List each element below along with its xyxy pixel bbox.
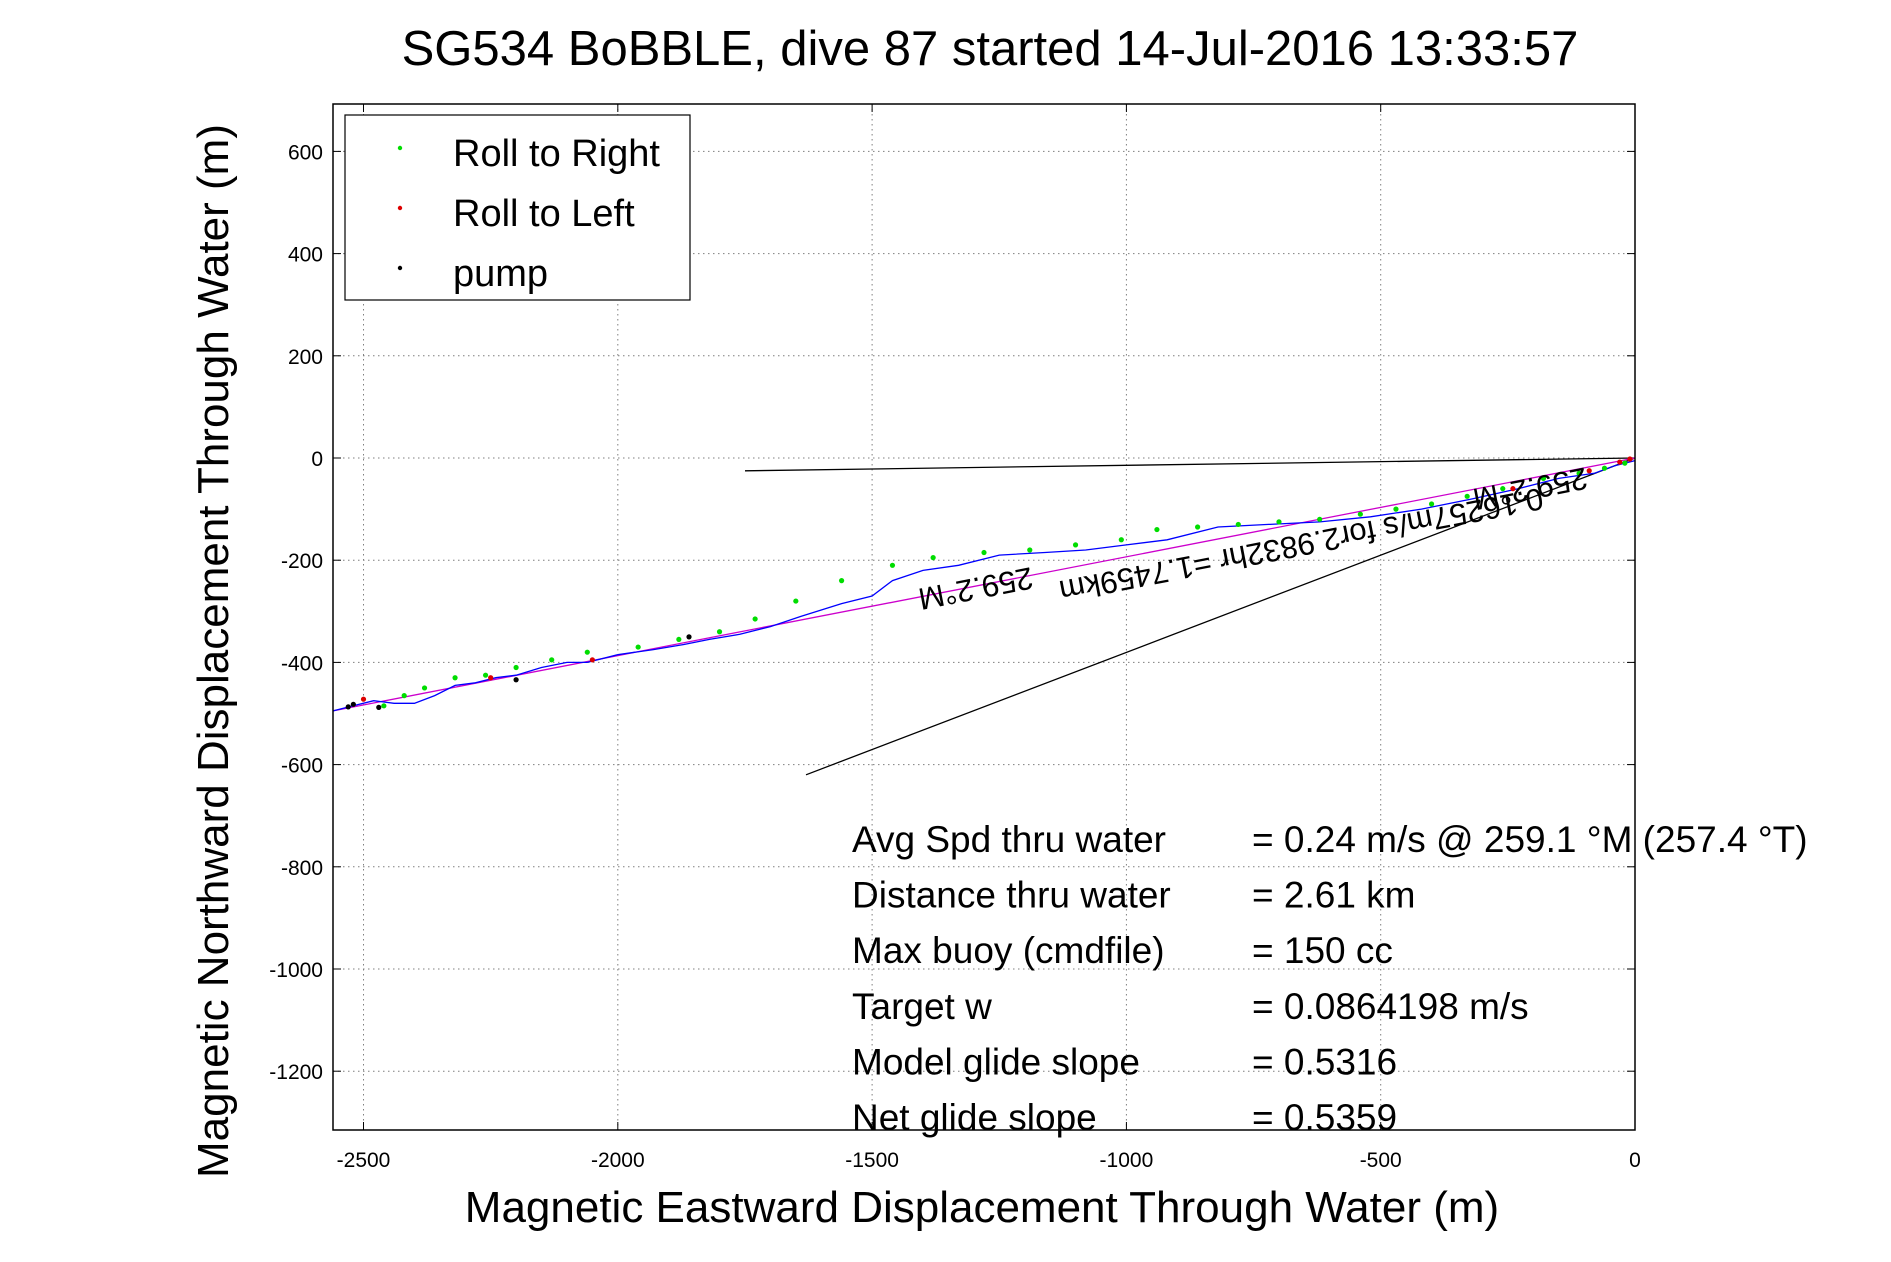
roll-left-point bbox=[488, 675, 494, 681]
roll-right-point bbox=[1500, 486, 1506, 492]
roll-right-point bbox=[1276, 519, 1282, 525]
stat-label: Model glide slope bbox=[852, 1041, 1140, 1082]
roll-right-point bbox=[1601, 465, 1608, 471]
y-tick-label: 200 bbox=[288, 346, 323, 369]
roll-right-point bbox=[1235, 521, 1241, 528]
stat-value: = 0.5359 bbox=[1252, 1097, 1397, 1138]
y-tick-label: -400 bbox=[281, 652, 323, 675]
roll-right-point bbox=[635, 644, 641, 650]
legend-marker bbox=[397, 265, 403, 271]
roll-left-point bbox=[1586, 468, 1592, 474]
roll-right-point bbox=[584, 649, 590, 655]
x-tick-label: 0 bbox=[1629, 1149, 1641, 1172]
roll-right-point bbox=[482, 672, 489, 678]
roll-right-point bbox=[381, 703, 387, 709]
legend-marker bbox=[397, 145, 403, 151]
roll-right-point bbox=[1464, 493, 1470, 499]
roll-right-point bbox=[513, 664, 519, 671]
roll-right-point bbox=[676, 636, 682, 643]
heading-line bbox=[744, 457, 1636, 472]
roll-right-point bbox=[1027, 547, 1033, 553]
legend-label: pump bbox=[453, 253, 548, 295]
y-tick-label: 600 bbox=[288, 141, 323, 164]
legend: Roll to Right Roll to Left pump bbox=[344, 114, 691, 301]
legend-box bbox=[344, 114, 691, 301]
stat-value: = 0.5316 bbox=[1252, 1041, 1397, 1082]
chart-title: SG534 BoBBLE, dive 87 started 14-Jul-201… bbox=[402, 22, 1579, 76]
stats-box: Avg Spd thru water = 0.24 m/s @ 259.1 °M … bbox=[852, 819, 1808, 1138]
stat-label: Net glide slope bbox=[852, 1097, 1097, 1138]
roll-right-point bbox=[549, 657, 555, 663]
y-tick-label: -1200 bbox=[269, 1061, 323, 1084]
pump-point bbox=[376, 704, 382, 710]
y-tick-label: -1000 bbox=[269, 959, 323, 982]
legend-label: Roll to Right bbox=[453, 133, 660, 175]
stat-label: Max buoy (cmdfile) bbox=[852, 930, 1165, 971]
roll-right-point bbox=[793, 598, 799, 604]
x-tick-label: -1000 bbox=[1100, 1149, 1154, 1172]
x-tick-label: -2500 bbox=[337, 1149, 391, 1172]
pump-point bbox=[513, 677, 519, 683]
current-line bbox=[805, 457, 1636, 776]
roll-left-point bbox=[360, 696, 367, 702]
roll-right-point bbox=[930, 555, 936, 561]
roll-right-point bbox=[1393, 506, 1399, 512]
roll-left-point bbox=[589, 657, 595, 663]
legend-marker bbox=[397, 205, 403, 211]
pump-point bbox=[345, 704, 351, 710]
grid-lines bbox=[333, 104, 1636, 1130]
data-markers bbox=[345, 456, 1633, 710]
y-axis-label: Magnetic Northward Displacement Through … bbox=[189, 124, 238, 1178]
roll-right-point bbox=[1540, 475, 1547, 482]
plot-area-frame bbox=[332, 103, 1636, 1131]
stat-value: = 150 cc bbox=[1252, 930, 1393, 971]
roll-right-point bbox=[401, 693, 407, 699]
y-tick-label: 400 bbox=[288, 244, 323, 267]
roll-right-point bbox=[981, 549, 987, 556]
roll-right-point bbox=[716, 629, 723, 635]
roll-right-point bbox=[1428, 501, 1435, 507]
x-axis-label: Magnetic Eastward Displacement Through W… bbox=[465, 1183, 1499, 1232]
legend-label: Roll to Left bbox=[453, 193, 635, 235]
glider-track-line bbox=[332, 459, 1636, 712]
y-tick-label: -600 bbox=[281, 755, 323, 778]
x-tick-label: -500 bbox=[1360, 1149, 1402, 1172]
roll-right-point bbox=[1195, 524, 1201, 530]
pump-point bbox=[350, 701, 356, 707]
stat-value: = 0.0864198 m/s bbox=[1252, 986, 1529, 1027]
stat-value: = 0.24 m/s @ 259.1 °M (257.4 °T) bbox=[1252, 819, 1808, 860]
roll-left-point bbox=[1627, 456, 1633, 462]
roll-right-point bbox=[421, 685, 428, 691]
plot-lines bbox=[332, 457, 1636, 776]
stat-label: Distance thru water bbox=[852, 875, 1171, 916]
stat-value: = 2.61 km bbox=[1252, 875, 1416, 916]
roll-right-point bbox=[1118, 537, 1124, 543]
x-tick-label: -1500 bbox=[845, 1149, 899, 1172]
net-track-line bbox=[332, 457, 1636, 712]
annotations: 259.2°M0.16257m/s for2.9832hr =1.7459km2… bbox=[916, 460, 1591, 616]
roll-right-point bbox=[1072, 542, 1079, 548]
axis-ticks: -2500 -2000 -1500 -1000 -500 0 600 400 200 0 -200 -… bbox=[269, 104, 1641, 1172]
roll-left-point bbox=[1510, 486, 1516, 492]
roll-right-point bbox=[1576, 470, 1582, 476]
roll-right-point bbox=[1357, 511, 1363, 517]
roll-right-point bbox=[1317, 516, 1323, 522]
roll-right-point bbox=[1154, 526, 1160, 533]
roll-right-point bbox=[838, 578, 845, 584]
x-tick-label: -2000 bbox=[591, 1149, 645, 1172]
y-tick-label: 0 bbox=[311, 448, 323, 471]
roll-right-point bbox=[752, 616, 758, 622]
roll-right-point bbox=[452, 675, 458, 681]
y-tick-label: -200 bbox=[281, 550, 323, 573]
stat-label: Avg Spd thru water bbox=[852, 819, 1166, 860]
stat-label: Target w bbox=[852, 986, 992, 1027]
roll-right-point bbox=[889, 562, 896, 568]
y-tick-label: -800 bbox=[281, 857, 323, 880]
roll-left-point bbox=[1617, 459, 1623, 465]
roll-right-point bbox=[1622, 460, 1628, 466]
pump-point bbox=[686, 634, 692, 640]
